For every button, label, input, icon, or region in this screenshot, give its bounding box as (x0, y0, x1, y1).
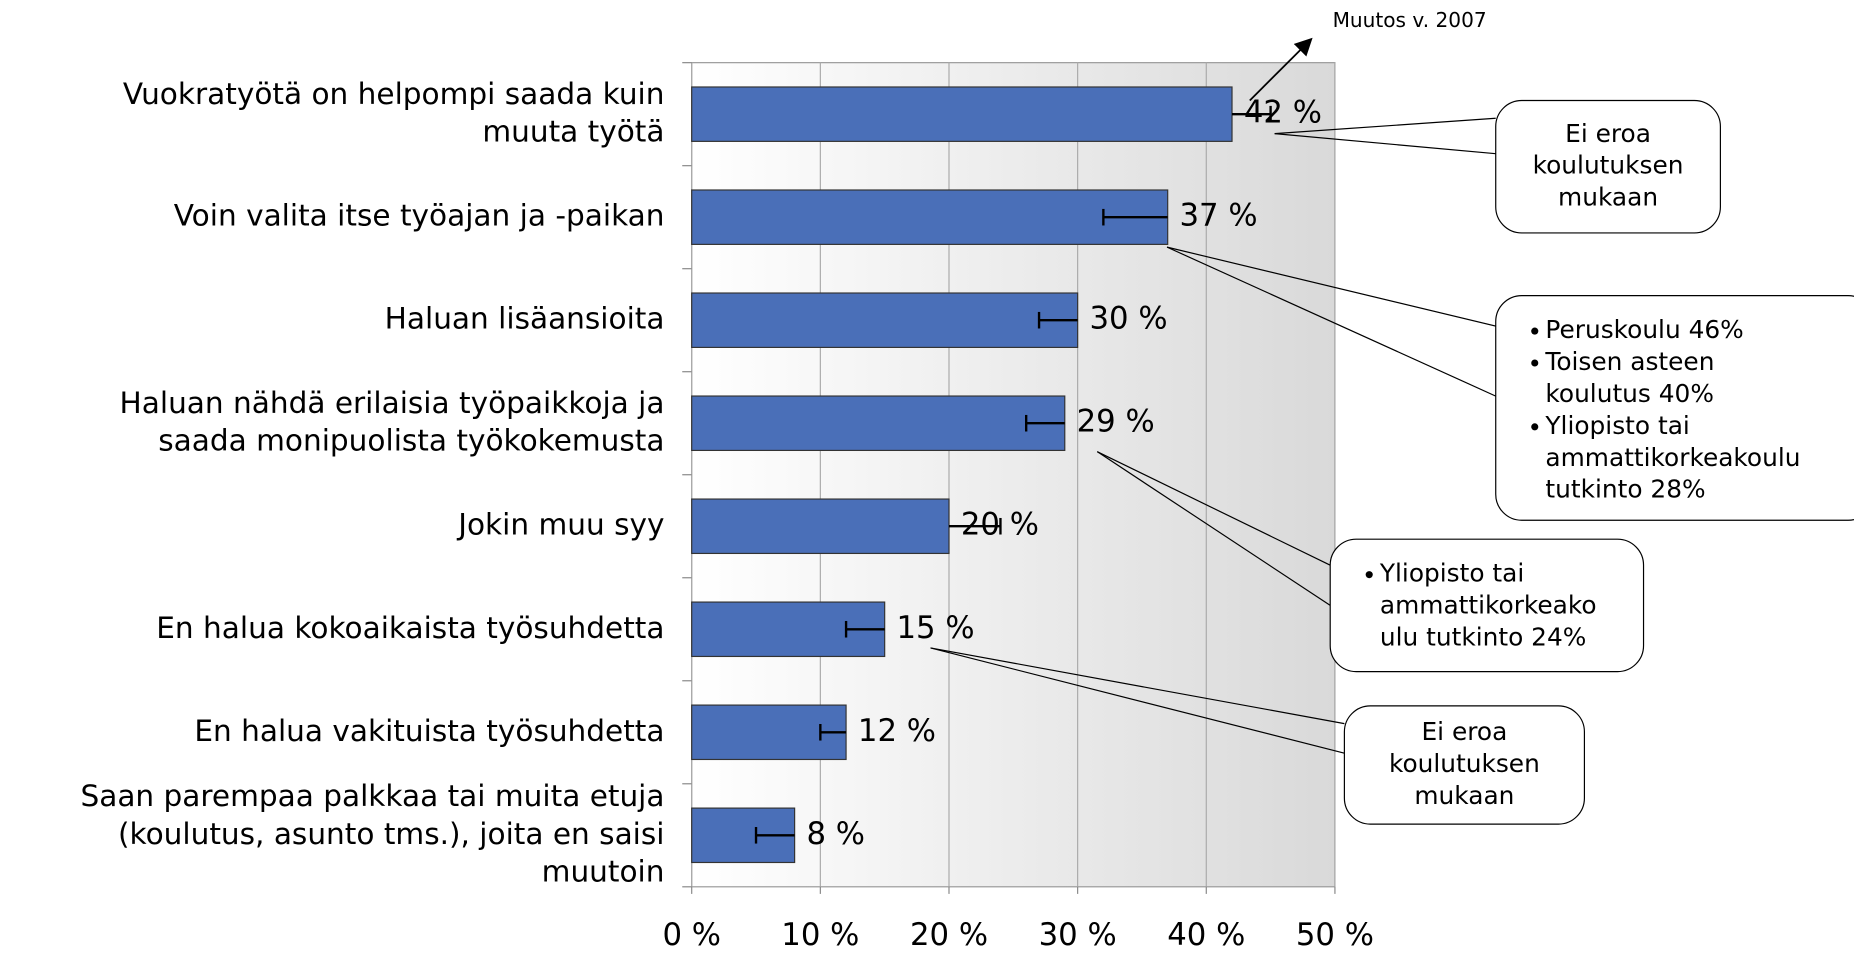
callout-text: Yliopisto tai (1379, 559, 1524, 588)
category-label: Voin valita itse työajan ja -paikan (174, 199, 665, 233)
category-label: Vuokratyötä on helpompi saada kuin (123, 77, 665, 111)
arrow (1249, 37, 1313, 102)
value-label: 29 % (1077, 404, 1155, 440)
x-tick-label: 40 % (1167, 917, 1245, 951)
category-label: En halua vakituista työsuhdetta (194, 714, 664, 748)
error-bar (844, 620, 885, 638)
callout-box (1329, 538, 1645, 673)
callout-pointer (1166, 246, 1496, 397)
callout-text: ammattikorkeako (1380, 591, 1597, 620)
value-label: 42 % (1244, 95, 1322, 131)
callout-box (1495, 295, 1854, 521)
category-label: muutoin (542, 855, 665, 889)
callout-text: mukaan (1414, 781, 1514, 810)
plot-area (691, 62, 1336, 888)
error-bar (754, 827, 795, 844)
category-label: Jokin muu syy (456, 508, 664, 542)
callout-text: Ei eroa (1421, 717, 1507, 746)
bullet (1365, 571, 1373, 579)
value-label: 30 % (1089, 301, 1167, 337)
bullet (1531, 359, 1539, 367)
x-tick-label: 10 % (781, 917, 859, 951)
bullet (1531, 423, 1539, 431)
callout-pointer (930, 647, 1345, 725)
x-tick-label: 0 % (662, 917, 721, 951)
callout-text: mukaan (1558, 183, 1658, 212)
callout-text: koulutus 40% (1545, 379, 1714, 408)
x-tick-label: 30 % (1039, 917, 1117, 951)
category-label: (koulutus, asunto tms.), joita en saisi (118, 817, 664, 851)
callout-pointer (1096, 451, 1331, 606)
bar (691, 395, 1066, 452)
bar (691, 292, 1079, 348)
callout: Ei eroa koulutuksen mukaan (1274, 99, 1721, 234)
category-label: saada monipuolista työkokemusta (158, 424, 664, 458)
category-label: muuta työtä (482, 115, 664, 149)
callout-text: koulutuksen (1389, 749, 1540, 778)
callout-text: tutkinto 28% (1545, 475, 1705, 504)
error-bar (948, 517, 1002, 535)
callout: Peruskoulu 46% Toisen asteen koulutus 40% Y… (1166, 246, 1854, 521)
error-bar (1024, 414, 1065, 432)
bar (691, 189, 1169, 245)
callout-pointer (1097, 451, 1331, 566)
error-bar (1037, 311, 1078, 329)
category-label: Haluan nähdä erilaisia työpaikkoja ja (120, 386, 665, 420)
value-label: 15 % (896, 610, 974, 646)
value-label: 12 % (858, 713, 936, 749)
callout-pointer (1274, 133, 1496, 155)
callout-pointer (1274, 117, 1496, 135)
x-tick-label: 20 % (910, 917, 988, 951)
callout-text: Ei eroa (1565, 119, 1651, 148)
category-label: Haluan lisäansioita (385, 302, 665, 336)
callout-text: koulutuksen (1533, 151, 1684, 180)
x-tick-label: 50 % (1296, 917, 1374, 951)
value-label: 37 % (1180, 198, 1258, 234)
callout-text: ammattikorkeakoulu (1545, 443, 1800, 472)
callout-box (1495, 99, 1721, 234)
bar (691, 86, 1233, 142)
error-bar (1102, 208, 1168, 226)
value-label: 8 % (806, 816, 865, 852)
callout-text: Yliopisto tai (1544, 411, 1689, 440)
chart-body: 0 % 10 % 20 % 30 % 40 % 50 % 42 % Vuokratyötä o… (80, 8, 1854, 953)
callout-pointer (1166, 246, 1532, 336)
bar (691, 498, 950, 555)
annotation: Muutos v. 2007 (1333, 8, 1487, 32)
callout-box (1343, 705, 1586, 825)
callout-pointer (930, 647, 1345, 754)
callout: Yliopisto tai ammattikorkeakoulu tutkinto… (1096, 451, 1645, 673)
value-label: 20 % (961, 507, 1039, 543)
callout: Ei eroa koulutuksen mukaan (930, 647, 1586, 825)
category-label: Saan parempaa palkkaa tai muita etuja (80, 779, 664, 813)
callout-text: ulu tutkinto 24% (1380, 622, 1586, 651)
category-label: En halua kokoaikaista työsuhdetta (156, 611, 664, 645)
callout-text: Toisen asteen (1544, 347, 1714, 376)
error-bar (1232, 105, 1272, 123)
bullet (1531, 327, 1539, 335)
callout-text: Peruskoulu 46% (1545, 315, 1743, 344)
error-bar (819, 723, 847, 741)
